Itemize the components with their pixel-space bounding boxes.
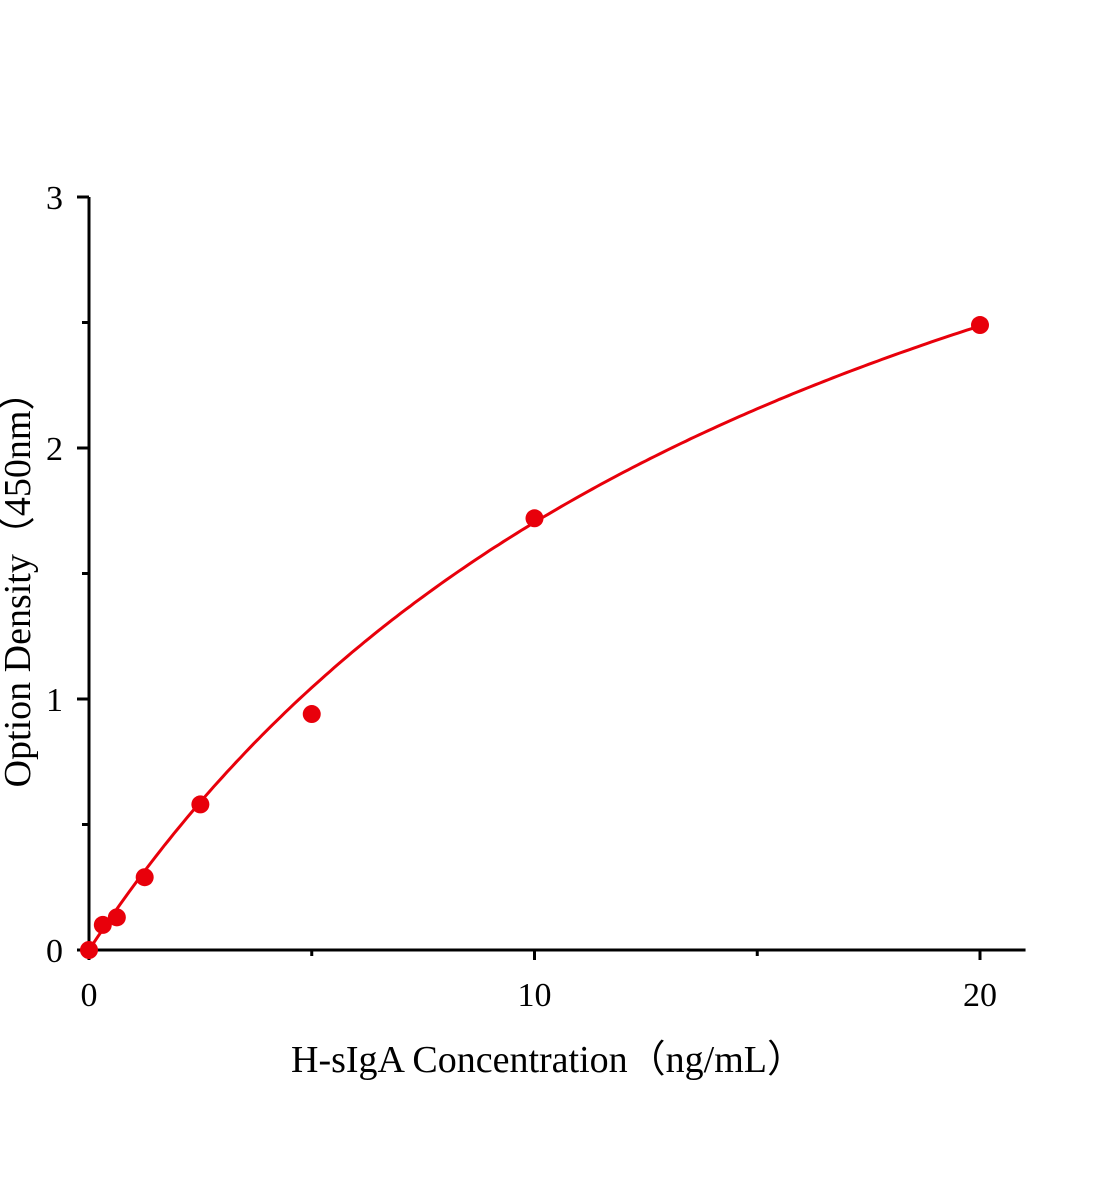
fit-curve [87,325,976,951]
data-point [107,908,126,927]
y-tick-label: 2 [46,431,63,468]
data-point [191,795,210,814]
y-tick-label: 0 [46,933,63,970]
x-axis-label: H-sIgA Concentration（ng/mL） [291,1039,805,1081]
data-point [93,915,112,934]
y-axis-label: Option Density（450nm） [0,373,39,788]
x-tick-label: 0 [81,977,98,1014]
data-point [135,868,154,887]
data-point [302,705,321,724]
data-point [80,941,98,959]
y-tick-label: 1 [46,682,63,719]
data-point [971,316,989,335]
axes: 0 10 20 0 1 2 3 [46,180,1026,1014]
x-tick-label: 20 [963,977,997,1014]
x-tick-label: 10 [518,977,552,1014]
y-tick-label: 3 [46,180,63,217]
data-points [80,316,989,959]
data-point [525,509,544,528]
